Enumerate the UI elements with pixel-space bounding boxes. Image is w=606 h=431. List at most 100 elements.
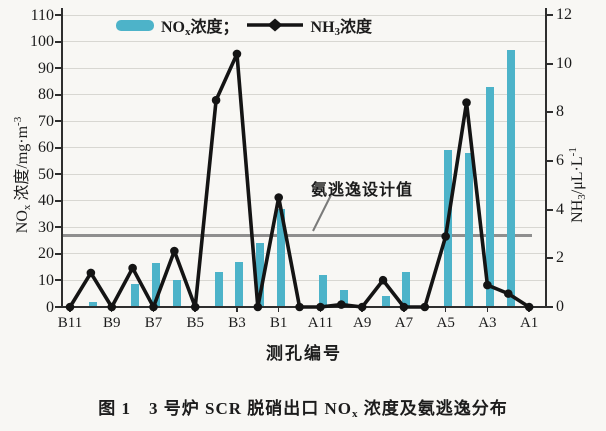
gridline-110 xyxy=(62,14,546,16)
tick-label-left-80: 80 xyxy=(38,86,54,104)
tick-label-left-30: 30 xyxy=(38,218,54,236)
x-tick-A11 xyxy=(319,308,322,312)
nox-bar-B8 xyxy=(131,284,140,307)
gridline-20 xyxy=(62,253,546,255)
tick-label-left-100: 100 xyxy=(30,33,54,51)
right-tick-6 xyxy=(547,160,553,162)
nox-bar-B3 xyxy=(235,261,244,307)
tick-label-left-60: 60 xyxy=(38,139,54,157)
left-tick-30 xyxy=(55,226,61,229)
left-tick-20 xyxy=(55,252,61,255)
x-tick-label-A11: A11 xyxy=(307,315,334,331)
x-tick-B5 xyxy=(194,308,196,312)
axis-bottom xyxy=(61,306,547,308)
tick-label-right-2: 2 xyxy=(556,249,564,267)
figure-caption: 图 1 3 号炉 SCR 脱硝出口 NOx 浓度及氨逃逸分布 xyxy=(98,399,508,420)
legend-label-nox: NOx浓度； xyxy=(161,19,239,38)
x-tick-label-B9: B9 xyxy=(102,315,121,331)
y-axis-left-label: NOx 浓度/mg·m-3 xyxy=(12,116,33,234)
tick-label-right-10: 10 xyxy=(556,54,572,72)
x-tick-B3 xyxy=(236,308,238,312)
x-tick-B11 xyxy=(69,308,71,312)
right-tick-8 xyxy=(547,111,553,114)
tick-label-right-6: 6 xyxy=(556,152,564,169)
nox-bar-B1 xyxy=(277,208,286,307)
x-tick-label-B7: B7 xyxy=(144,315,163,331)
x-tick-label-A3: A3 xyxy=(478,315,497,331)
gridline-100 xyxy=(62,41,546,43)
tick-label-right-8: 8 xyxy=(556,103,564,121)
tick-label-left-20: 20 xyxy=(38,245,54,263)
right-tick-4 xyxy=(547,208,553,211)
nox-bar-A7 xyxy=(402,272,411,307)
gridline-50 xyxy=(62,173,546,175)
x-tick-label-B1: B1 xyxy=(269,315,288,331)
nox-bar-A2 xyxy=(506,49,515,307)
tick-label-left-10: 10 xyxy=(38,271,54,289)
right-tick-0 xyxy=(547,306,553,308)
x-tick-A7 xyxy=(403,308,405,312)
nox-bar-A3 xyxy=(485,86,494,307)
x-tick-A5 xyxy=(444,308,447,312)
x-tick-label-B3: B3 xyxy=(228,315,246,331)
tick-label-left-50: 50 xyxy=(38,165,54,183)
left-tick-50 xyxy=(55,173,61,176)
x-tick-A1 xyxy=(528,308,530,312)
legend-label-nh3: NH3浓度 xyxy=(310,19,373,38)
design-value-line xyxy=(62,233,532,237)
gridline-60 xyxy=(62,147,546,149)
tick-label-right-4: 4 xyxy=(556,200,564,218)
x-tick-B7 xyxy=(152,308,155,312)
axis-right xyxy=(545,8,547,308)
tick-label-left-70: 70 xyxy=(38,112,54,130)
gridline-30 xyxy=(62,226,546,228)
tick-label-left-40: 40 xyxy=(38,192,54,210)
left-tick-90 xyxy=(55,67,61,70)
right-tick-10 xyxy=(547,62,553,65)
tick-label-left-110: 110 xyxy=(30,6,54,24)
chart-legend: NOx浓度； NH3浓度 xyxy=(116,13,373,38)
gridline-90 xyxy=(62,67,546,69)
tick-label-right-12: 12 xyxy=(556,6,572,23)
nox-bar-B7 xyxy=(151,263,160,307)
axis-left xyxy=(61,8,63,308)
nox-bar-B4 xyxy=(214,272,223,307)
gridline-40 xyxy=(62,200,546,202)
x-tick-A9 xyxy=(361,308,363,312)
left-tick-80 xyxy=(55,93,61,96)
x-tick-label-A1: A1 xyxy=(519,315,539,331)
nox-bar-B6 xyxy=(172,280,181,307)
nox-bar-A11 xyxy=(318,275,327,307)
left-tick-0 xyxy=(55,306,61,308)
left-tick-100 xyxy=(55,40,61,43)
right-tick-12 xyxy=(547,14,553,16)
left-tick-10 xyxy=(55,279,61,282)
tick-label-right-0: 0 xyxy=(556,298,564,315)
x-tick-label-A7: A7 xyxy=(394,315,414,331)
nox-bar-A4 xyxy=(465,153,474,307)
x-tick-B1 xyxy=(277,308,280,312)
y-axis-right-label: NH3/μL·L-1 xyxy=(567,147,588,223)
tick-label-left-0: 0 xyxy=(46,298,54,316)
left-tick-60 xyxy=(55,146,61,149)
gridline-80 xyxy=(62,94,546,96)
nox-bar-A5 xyxy=(444,150,453,307)
legend-swatch-nox xyxy=(116,19,154,31)
tick-label-left-90: 90 xyxy=(38,59,54,77)
x-tick-B9 xyxy=(110,308,113,312)
x-axis-title: 测孔编号 xyxy=(266,344,342,363)
x-tick-label-A9: A9 xyxy=(353,315,372,331)
x-tick-label-B5: B5 xyxy=(186,315,204,331)
legend-line-marker-nh3 xyxy=(246,18,303,32)
right-tick-2 xyxy=(547,257,553,260)
left-tick-110 xyxy=(55,14,61,16)
x-tick-A3 xyxy=(486,308,489,312)
left-tick-40 xyxy=(55,199,61,202)
gridline-70 xyxy=(62,120,546,122)
x-tick-label-A5: A5 xyxy=(436,315,455,331)
x-tick-label-B11: B11 xyxy=(57,315,83,331)
nox-bar-B2 xyxy=(256,243,265,307)
nox-bar-A10 xyxy=(339,289,348,307)
